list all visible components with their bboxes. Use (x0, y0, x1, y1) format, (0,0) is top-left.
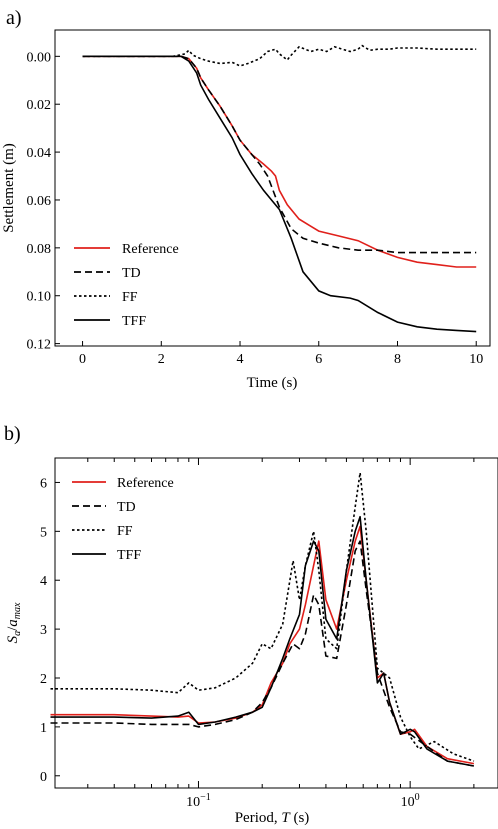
y-axis-label: Settlement (m) (1, 143, 17, 233)
ticks: 10−1 100 0 1 2 3 4 5 6 (40, 458, 475, 810)
y-tick-label: 0.04 (27, 146, 52, 161)
legend-label: Reference (117, 476, 174, 491)
y-tick-label: 3 (40, 623, 47, 638)
legend: Reference TD FF TFF (72, 476, 174, 563)
x-tick-label: 100 (401, 792, 420, 810)
plot-frame (54, 457, 498, 789)
panel-label: b) (4, 423, 21, 445)
y-tick-label: 0.08 (27, 242, 52, 257)
x-tick-label: 4 (237, 352, 244, 367)
x-tick-label: 6 (315, 352, 322, 367)
y-axis-label: Sa/amax (5, 602, 23, 643)
legend-label: FF (117, 524, 133, 539)
legend-label: TD (122, 266, 141, 281)
legend-label: FF (122, 290, 138, 305)
y-tick-label: 2 (40, 672, 47, 687)
ticks: 0 2 4 6 8 10 0.00 0.02 0.04 0.06 0.08 0.10 0.12 (27, 50, 484, 367)
legend: Reference TD FF TFF (74, 242, 179, 329)
legend-label: TFF (117, 548, 141, 563)
series-line-reference (82, 55, 477, 268)
y-tick-label: 1 (40, 721, 47, 736)
y-tick-label: 0.00 (27, 50, 52, 65)
y-tick-label: 0.10 (27, 290, 52, 305)
legend-label: TFF (122, 314, 146, 329)
y-tick-label: 4 (40, 574, 47, 589)
y-tick-label: 0.06 (27, 194, 52, 209)
y-tick-label: 6 (40, 476, 47, 491)
series-layer (50, 471, 475, 767)
y-tick-label: 0 (40, 770, 47, 785)
x-tick-label: 0 (79, 352, 86, 367)
series-line-td (82, 55, 477, 254)
series-line-td (50, 540, 475, 767)
x-axis-label: Period, T (s) (235, 810, 310, 826)
y-tick-label: 0.12 (27, 338, 52, 353)
plot-frame (54, 29, 491, 347)
settlement-chart: a) 0 2 4 6 8 10 0.00 0.02 0.04 0.06 0.08 0.10 0.12 T… (1, 7, 491, 391)
series-line-ff (82, 44, 477, 67)
x-tick-label: 8 (394, 352, 401, 367)
series-line-ff (50, 471, 475, 762)
x-tick-label: 2 (158, 352, 165, 367)
x-tick-label: 10 (469, 352, 483, 367)
legend-label: TD (117, 500, 136, 515)
series-line-tff (82, 55, 477, 333)
x-tick-label: 10−1 (186, 792, 211, 810)
legend-label: Reference (122, 242, 179, 257)
series-layer (82, 44, 477, 333)
series-line-tff (50, 515, 475, 767)
y-tick-label: 0.02 (27, 98, 52, 113)
panel-label: a) (6, 7, 22, 29)
x-axis-label: Time (s) (247, 375, 298, 391)
y-tick-label: 5 (40, 525, 47, 540)
